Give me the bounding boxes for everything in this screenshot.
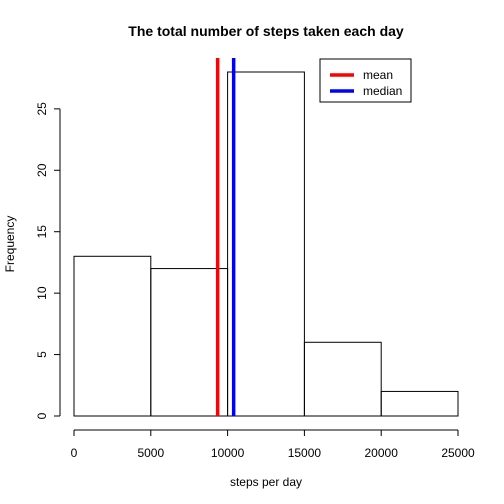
y-tick-label: 25 <box>35 102 49 116</box>
legend-label-mean: mean <box>363 68 393 82</box>
x-axis: 0 5000 10000 15000 20000 25000 <box>71 429 475 460</box>
x-tick-label: 20000 <box>365 446 399 460</box>
y-axis: 0 5 10 15 20 25 <box>35 102 61 419</box>
histogram-bar-4 <box>380 390 459 417</box>
x-axis-label: steps per day <box>230 475 302 489</box>
histogram-bar-0 <box>73 255 152 417</box>
histogram-bar-2 <box>227 71 305 417</box>
y-tick-label: 5 <box>35 351 49 358</box>
x-tick-label: 15000 <box>288 446 322 460</box>
x-tick-label: 25000 <box>441 446 475 460</box>
legend: mean median <box>319 58 412 103</box>
x-tick-label: 0 <box>71 446 78 460</box>
reference-lines <box>215 58 236 416</box>
chart-title: The total number of steps taken each day <box>128 23 404 39</box>
x-tick-label: 5000 <box>137 446 164 460</box>
legend-box <box>319 58 412 103</box>
y-tick-label: 10 <box>35 286 49 300</box>
histogram-bar-3 <box>303 341 382 417</box>
bars-group <box>73 71 459 417</box>
x-tick-label: 10000 <box>211 446 245 460</box>
y-tick-label: 0 <box>35 412 49 419</box>
y-tick-label: 15 <box>35 225 49 239</box>
y-axis-label: Frequency <box>3 216 17 273</box>
y-tick-label: 20 <box>35 163 49 177</box>
legend-label-median: median <box>363 84 402 98</box>
